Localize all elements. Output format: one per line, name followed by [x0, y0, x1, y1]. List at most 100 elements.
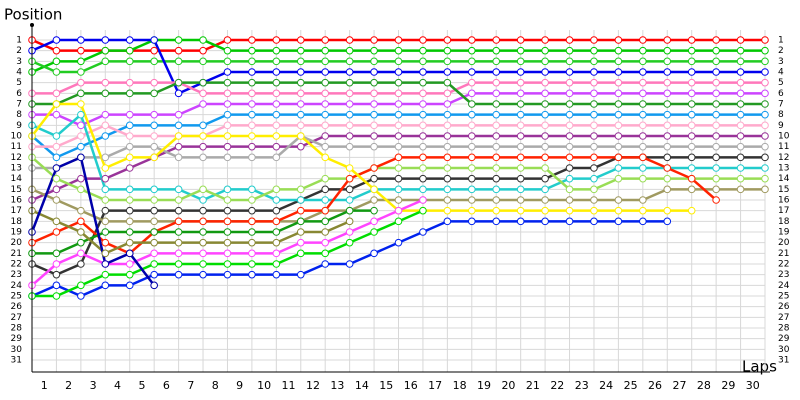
position-marker	[174, 121, 183, 130]
position-marker	[516, 217, 525, 226]
position-marker	[370, 132, 378, 140]
position-marker	[174, 270, 183, 279]
position-marker	[125, 46, 134, 55]
position-marker	[125, 228, 134, 236]
y-tick-label-right: 28	[778, 324, 790, 334]
position-marker	[492, 68, 501, 76]
position-marker	[52, 260, 61, 268]
y-tick-label-right: 4	[778, 68, 784, 78]
y-tick-label: 29	[11, 334, 23, 344]
position-marker	[174, 206, 183, 215]
x-tick-label: 6	[163, 379, 170, 392]
position-marker	[321, 228, 330, 236]
position-marker	[541, 164, 549, 172]
position-marker	[614, 89, 623, 98]
series-line	[31, 102, 692, 212]
position-marker	[150, 228, 158, 236]
position-marker	[663, 46, 672, 55]
position-marker	[150, 238, 158, 247]
position-marker	[712, 57, 720, 66]
position-marker	[565, 196, 574, 204]
position-marker	[174, 78, 183, 87]
position-marker	[272, 46, 281, 55]
position-marker	[492, 110, 501, 119]
position-marker	[345, 174, 354, 183]
x-tick-label: 8	[212, 379, 219, 392]
position-marker	[419, 206, 427, 215]
x-tick-label: 23	[575, 379, 589, 392]
position-marker	[345, 206, 354, 215]
position-marker	[248, 89, 256, 98]
position-marker	[150, 142, 158, 151]
position-marker	[199, 46, 207, 55]
y-tick-label: 6	[16, 89, 22, 99]
position-marker	[321, 196, 330, 204]
position-marker	[541, 36, 549, 44]
position-marker	[614, 36, 623, 44]
y-tick-label: 21	[11, 249, 22, 259]
position-marker	[370, 228, 378, 236]
position-marker	[687, 185, 696, 194]
position-marker	[443, 121, 452, 130]
position-marker	[541, 185, 549, 194]
x-tick-label: 15	[379, 379, 393, 392]
position-marker	[174, 89, 183, 98]
position-marker	[272, 206, 281, 215]
position-marker	[321, 57, 330, 66]
position-marker	[223, 100, 232, 108]
position-marker	[761, 142, 769, 151]
position-marker	[663, 132, 672, 140]
position-marker	[492, 206, 501, 215]
position-marker	[639, 217, 647, 226]
position-marker	[101, 57, 110, 66]
position-marker	[77, 206, 85, 215]
y-tick-label: 24	[11, 281, 23, 291]
position-marker	[77, 100, 85, 108]
position-marker	[419, 174, 427, 183]
position-marker	[296, 110, 305, 119]
position-marker	[639, 153, 647, 162]
position-marker	[736, 153, 745, 162]
position-marker	[590, 185, 598, 194]
position-marker	[712, 142, 720, 151]
x-tick-label: 27	[672, 379, 686, 392]
position-marker	[468, 164, 476, 172]
y-tick-label-right: 25	[778, 292, 789, 302]
position-marker	[443, 68, 452, 76]
position-marker	[394, 121, 403, 130]
position-marker	[443, 185, 452, 194]
position-marker	[52, 228, 61, 236]
position-marker	[394, 110, 403, 119]
y-tick-label: 25	[11, 292, 22, 302]
position-marker	[272, 57, 281, 66]
position-marker	[272, 36, 281, 44]
position-marker	[541, 121, 549, 130]
position-marker	[150, 121, 158, 130]
position-marker	[199, 100, 207, 108]
position-marker	[101, 164, 110, 172]
position-marker	[223, 68, 232, 76]
position-marker	[468, 89, 476, 98]
position-marker	[394, 196, 403, 204]
position-marker	[492, 100, 501, 108]
position-marker	[370, 196, 378, 204]
x-tick-label: 16	[404, 379, 418, 392]
position-marker	[174, 132, 183, 140]
position-marker	[248, 249, 256, 258]
position-marker	[321, 153, 330, 162]
position-marker	[443, 142, 452, 151]
position-marker	[468, 132, 476, 140]
position-marker	[272, 89, 281, 98]
position-marker	[712, 196, 720, 204]
position-marker	[541, 68, 549, 76]
series-line	[30, 155, 156, 287]
position-marker	[77, 238, 85, 247]
position-marker	[663, 121, 672, 130]
position-marker	[736, 110, 745, 119]
y-tick-label: 23	[11, 270, 22, 280]
position-marker	[639, 78, 647, 87]
y-tick-label: 3	[16, 57, 22, 67]
position-marker	[296, 142, 305, 151]
position-marker	[199, 260, 207, 268]
position-marker	[736, 89, 745, 98]
